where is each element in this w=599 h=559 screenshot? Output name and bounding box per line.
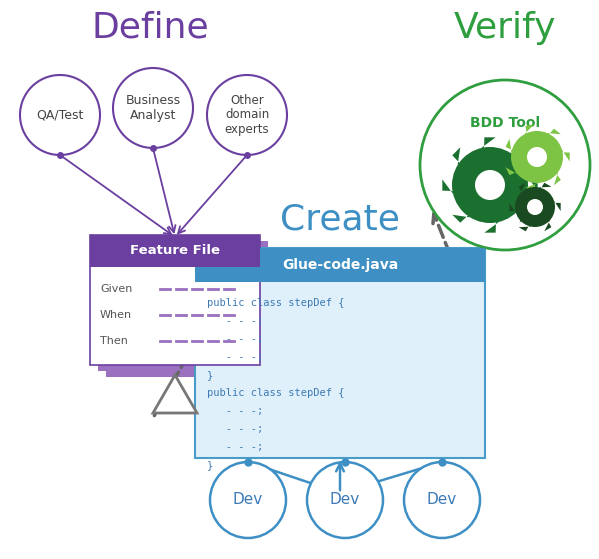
Text: - - -;: - - -;	[207, 334, 263, 344]
Circle shape	[210, 462, 286, 538]
FancyBboxPatch shape	[106, 247, 276, 377]
Circle shape	[404, 462, 480, 538]
Text: Feature File: Feature File	[130, 244, 220, 258]
Text: Glue-code.java: Glue-code.java	[282, 258, 398, 272]
Circle shape	[511, 131, 563, 183]
Text: - - -;: - - -;	[207, 316, 263, 326]
Circle shape	[113, 68, 193, 148]
Circle shape	[307, 462, 383, 538]
Circle shape	[420, 80, 590, 250]
Text: }: }	[207, 370, 213, 380]
Text: Business
Analyst: Business Analyst	[125, 94, 180, 122]
Text: - - -;: - - -;	[207, 406, 263, 416]
FancyBboxPatch shape	[90, 235, 260, 267]
FancyBboxPatch shape	[195, 248, 485, 458]
Circle shape	[475, 170, 505, 200]
Text: Given: Given	[100, 284, 132, 294]
Text: - - -;: - - -;	[207, 352, 263, 362]
Polygon shape	[153, 375, 197, 413]
Text: Define: Define	[91, 11, 209, 45]
Text: Dev: Dev	[427, 492, 457, 508]
Text: public class stepDef {: public class stepDef {	[207, 298, 344, 308]
Circle shape	[207, 75, 287, 155]
Circle shape	[452, 147, 528, 223]
Text: Other
domain
experts: Other domain experts	[225, 93, 270, 136]
Polygon shape	[442, 138, 538, 233]
Text: Dev: Dev	[233, 492, 263, 508]
Text: QA/Test: QA/Test	[37, 108, 84, 121]
Text: - - -;: - - -;	[207, 424, 263, 434]
Text: Create: Create	[280, 203, 400, 237]
Text: Verify: Verify	[454, 11, 556, 45]
Polygon shape	[506, 124, 570, 190]
FancyBboxPatch shape	[195, 248, 485, 282]
Circle shape	[527, 147, 547, 167]
Polygon shape	[509, 183, 561, 231]
Text: BDD Tool: BDD Tool	[470, 116, 540, 130]
Text: }: }	[207, 460, 213, 470]
Text: Dev: Dev	[330, 492, 360, 508]
Circle shape	[527, 199, 543, 215]
Circle shape	[515, 187, 555, 227]
FancyBboxPatch shape	[90, 235, 260, 365]
Text: When: When	[100, 310, 132, 320]
Text: public class stepDef {: public class stepDef {	[207, 388, 344, 398]
Text: Then: Then	[100, 336, 128, 346]
Circle shape	[20, 75, 100, 155]
Text: - - -;: - - -;	[207, 442, 263, 452]
FancyBboxPatch shape	[98, 241, 268, 371]
